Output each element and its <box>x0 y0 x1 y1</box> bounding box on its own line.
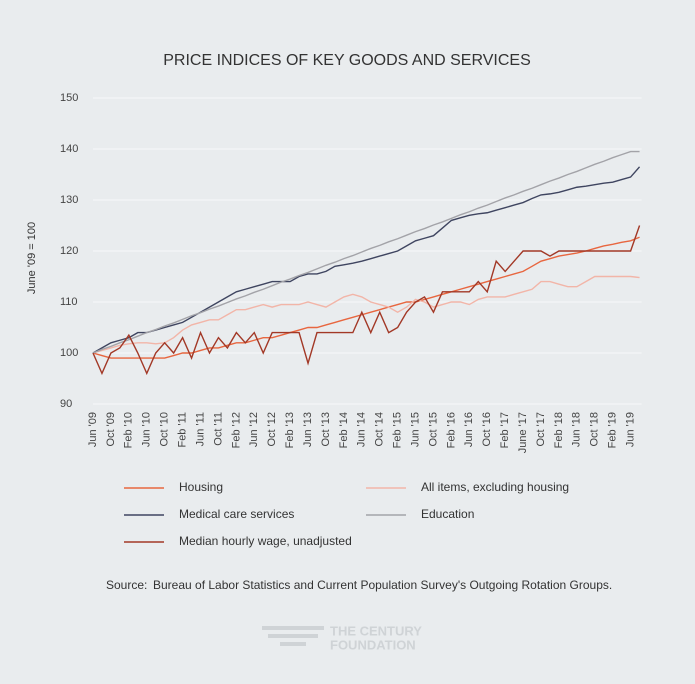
series-line <box>92 275 640 354</box>
source: Bureau of Labor Statistics and Current P… <box>153 578 612 592</box>
x-tick-label: Oct '17 <box>535 412 547 447</box>
series-line <box>92 236 640 359</box>
series-line <box>92 225 641 376</box>
y-tick-label: 140 <box>60 143 78 155</box>
x-tick-label: Oct '11 <box>212 412 224 446</box>
series-line <box>92 150 640 354</box>
logo-bar <box>280 642 306 646</box>
x-tick-label: Feb '11 <box>177 412 189 448</box>
x-tick-label: Feb '18 <box>553 412 565 448</box>
x-tick-label: Oct '10 <box>159 412 171 447</box>
x-tick-label: Jun '12 <box>248 412 260 447</box>
logo: THE CENTURY FOUNDATION <box>262 623 422 652</box>
legend-label: Medical care services <box>179 507 294 521</box>
x-tick-label: Oct '15 <box>427 412 439 447</box>
x-tick-label: Feb '13 <box>284 412 296 448</box>
logo-text: FOUNDATION <box>330 637 416 652</box>
x-tick-label: Jun '11 <box>194 412 206 446</box>
x-tick-label: Jun '10 <box>141 412 153 447</box>
y-tick-label: 90 <box>60 398 72 410</box>
y-tick-label: 120 <box>60 245 78 257</box>
y-tick-label: 150 <box>60 92 78 104</box>
logo-text: THE CENTURY <box>330 623 422 638</box>
source-label: Source: <box>106 578 147 592</box>
x-tick-label: June '17 <box>517 412 529 453</box>
x-tick-label: Oct '09 <box>105 412 117 447</box>
x-tick-label: Jun '14 <box>356 412 368 447</box>
x-tick-label: Oct '13 <box>320 412 332 447</box>
legend-label: Education <box>421 507 474 521</box>
x-tick-label: Jun '09 <box>87 412 99 447</box>
x-tick-label: Jun '13 <box>302 412 314 447</box>
x-tick-label: Feb '14 <box>338 412 350 448</box>
x-tick-label: Jun '19 <box>625 412 637 447</box>
x-tick-label: Oct '14 <box>374 412 386 447</box>
y-tick-label: 100 <box>60 347 78 359</box>
legend-label: Median hourly wage, unadjusted <box>179 534 352 548</box>
x-tick-label: Jun '15 <box>409 412 421 447</box>
y-tick-label: 110 <box>60 296 78 308</box>
x-tick-label: Feb '10 <box>123 412 135 448</box>
x-tick-label: Oct '18 <box>589 412 601 447</box>
x-tick-label: Feb '19 <box>607 412 619 448</box>
legend-label: All items, excluding housing <box>421 480 569 494</box>
x-tick-label: Feb '12 <box>230 412 242 448</box>
x-tick-label: Oct '16 <box>481 412 493 447</box>
x-tick-label: Feb '17 <box>499 412 511 448</box>
x-tick-label: Feb '16 <box>445 412 457 448</box>
y-axis-label: June '09 = 100 <box>26 222 38 294</box>
x-tick-label: Jun '16 <box>463 412 475 447</box>
logo-bar <box>262 626 324 630</box>
x-tick-label: Oct '12 <box>266 412 278 447</box>
y-tick-label: 130 <box>60 194 78 206</box>
series-line <box>92 166 641 354</box>
logo-bar <box>268 634 318 638</box>
x-tick-label: Feb '15 <box>392 412 404 448</box>
x-tick-label: Jun '18 <box>571 412 583 447</box>
legend-label: Housing <box>179 480 223 494</box>
chart-title: PRICE INDICES OF KEY GOODS AND SERVICES <box>163 52 531 69</box>
